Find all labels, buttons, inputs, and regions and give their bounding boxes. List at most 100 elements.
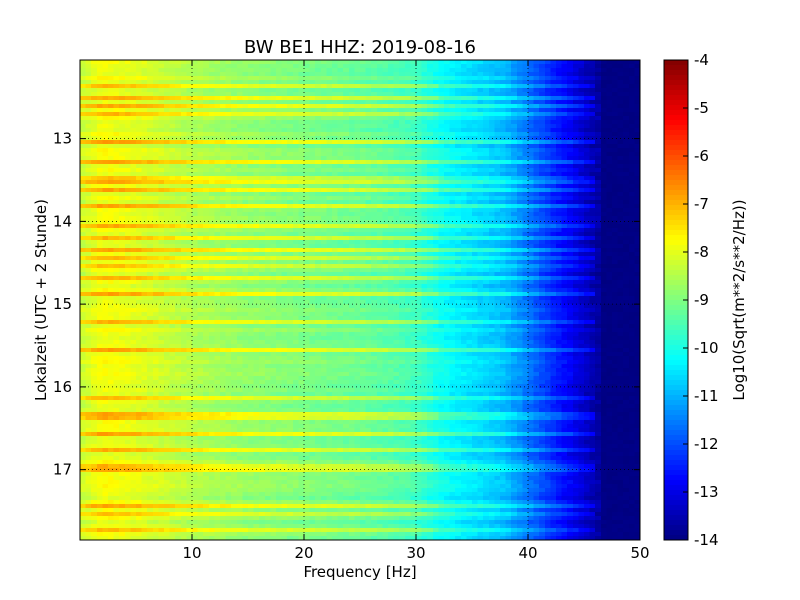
heatmap-cell	[505, 104, 512, 109]
heatmap-cell	[410, 252, 417, 257]
heatmap-cell	[466, 192, 473, 197]
heatmap-cell	[483, 60, 490, 65]
heatmap-cell	[455, 132, 462, 137]
heatmap-cell	[438, 180, 445, 185]
heatmap-cell	[315, 156, 322, 161]
heatmap-cell	[472, 244, 479, 249]
heatmap-cell	[494, 196, 501, 201]
heatmap-cell	[511, 248, 518, 253]
heatmap-cell	[287, 184, 294, 189]
heatmap-cell	[589, 68, 596, 73]
heatmap-cell	[348, 68, 355, 73]
heatmap-cell	[248, 156, 255, 161]
heatmap-cell	[225, 240, 232, 245]
heatmap-cell	[337, 152, 344, 157]
heatmap-cell	[197, 156, 204, 161]
heatmap-cell	[544, 88, 551, 93]
heatmap-cell	[449, 108, 456, 113]
heatmap-cell	[578, 236, 585, 241]
heatmap-cell	[320, 212, 327, 217]
heatmap-cell	[124, 60, 131, 65]
heatmap-cell	[270, 232, 277, 237]
heatmap-cell	[292, 248, 299, 253]
heatmap-cell	[298, 216, 305, 221]
heatmap-cell	[253, 184, 260, 189]
heatmap-cell	[550, 236, 557, 241]
heatmap-cell	[572, 216, 579, 221]
heatmap-cell	[337, 192, 344, 197]
heatmap-cell	[220, 80, 227, 85]
heatmap-cell	[158, 152, 165, 157]
heatmap-cell	[572, 76, 579, 81]
heatmap-cell	[550, 128, 557, 133]
heatmap-cell	[192, 252, 199, 257]
heatmap-cell	[584, 76, 591, 81]
heatmap-cell	[522, 240, 529, 245]
heatmap-cell	[477, 156, 484, 161]
heatmap-cell	[376, 216, 383, 221]
heatmap-cell	[455, 232, 462, 237]
heatmap-cell	[528, 216, 535, 221]
heatmap-cell	[281, 164, 288, 169]
heatmap-cell	[304, 216, 311, 221]
heatmap-cell	[130, 120, 137, 125]
heatmap-cell	[130, 104, 137, 109]
heatmap-cell	[427, 252, 434, 257]
heatmap-cell	[152, 236, 159, 241]
heatmap-cell	[634, 176, 641, 181]
heatmap-cell	[584, 92, 591, 97]
heatmap-cell	[136, 196, 143, 201]
heatmap-cell	[550, 88, 557, 93]
heatmap-cell	[332, 152, 339, 157]
heatmap-cell	[141, 240, 148, 245]
heatmap-cell	[595, 228, 602, 233]
heatmap-cell	[102, 148, 109, 153]
heatmap-cell	[270, 168, 277, 173]
heatmap-cell	[175, 196, 182, 201]
heatmap-cell	[85, 84, 92, 89]
heatmap-cell	[584, 236, 591, 241]
heatmap-cell	[438, 200, 445, 205]
heatmap-cell	[399, 248, 406, 253]
heatmap-cell	[623, 64, 630, 69]
heatmap-cell	[270, 124, 277, 129]
heatmap-cell	[298, 80, 305, 85]
heatmap-cell	[169, 116, 176, 121]
heatmap-cell	[544, 152, 551, 157]
heatmap-cell	[449, 212, 456, 217]
heatmap-cell	[242, 200, 249, 205]
heatmap-cell	[472, 256, 479, 261]
heatmap-cell	[606, 172, 613, 177]
heatmap-cell	[410, 140, 417, 145]
heatmap-cell	[96, 60, 103, 65]
heatmap-cell	[617, 144, 624, 149]
heatmap-cell	[80, 68, 87, 73]
heatmap-cell	[264, 236, 271, 241]
heatmap-cell	[483, 116, 490, 121]
heatmap-cell	[477, 240, 484, 245]
heatmap-cell	[85, 72, 92, 77]
heatmap-cell	[281, 232, 288, 237]
heatmap-cell	[516, 180, 523, 185]
heatmap-cell	[505, 212, 512, 217]
heatmap-cell	[561, 84, 568, 89]
heatmap-cell	[169, 104, 176, 109]
heatmap-cell	[264, 80, 271, 85]
heatmap-cell	[360, 224, 367, 229]
heatmap-cell	[242, 84, 249, 89]
heatmap-cell	[242, 184, 249, 189]
heatmap-cell	[124, 188, 131, 193]
heatmap-cell	[337, 196, 344, 201]
heatmap-cell	[354, 256, 361, 261]
heatmap-cell	[360, 248, 367, 253]
heatmap-cell	[91, 224, 98, 229]
heatmap-cell	[264, 76, 271, 81]
heatmap-cell	[617, 148, 624, 153]
heatmap-cell	[102, 76, 109, 81]
heatmap-cell	[460, 192, 467, 197]
heatmap-cell	[634, 144, 641, 149]
heatmap-cell	[298, 236, 305, 241]
heatmap-cell	[102, 168, 109, 173]
heatmap-cell	[186, 240, 193, 245]
heatmap-cell	[516, 76, 523, 81]
